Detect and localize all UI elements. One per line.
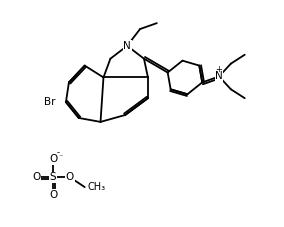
Text: Br: Br <box>44 97 56 107</box>
Text: O: O <box>32 172 40 182</box>
Text: O: O <box>49 190 57 200</box>
Text: N: N <box>123 41 131 51</box>
Text: N: N <box>215 72 223 81</box>
Text: CH₃: CH₃ <box>88 182 106 192</box>
Text: -: - <box>57 148 60 157</box>
Text: ⁻: ⁻ <box>58 152 62 161</box>
Text: S: S <box>50 172 57 182</box>
Text: O: O <box>66 172 74 182</box>
Text: O: O <box>49 154 57 164</box>
Text: +: + <box>215 65 222 74</box>
